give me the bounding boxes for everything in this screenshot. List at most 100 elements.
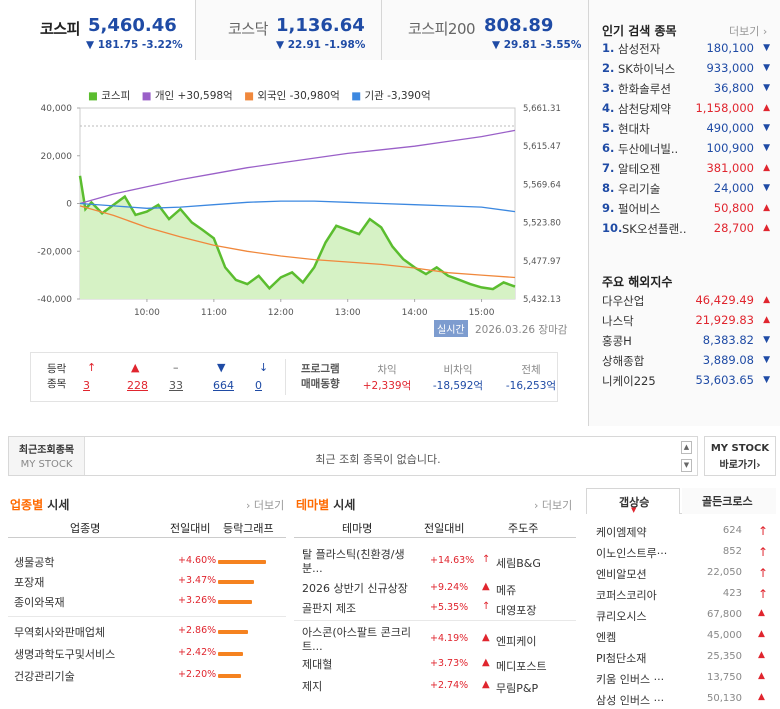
- sector-name[interactable]: 생명과학도구및서비스: [14, 648, 116, 661]
- tab-gap-rise[interactable]: 갭상승 ▼: [586, 488, 680, 514]
- hot-stock-name[interactable]: SK하이닉스: [618, 62, 676, 76]
- hot-search-item[interactable]: 7. 알테오젠 381,000 ▲: [602, 161, 772, 181]
- legend-item-individual: ■ 개인 +30,598억: [141, 90, 233, 102]
- gap-rise-stock-name[interactable]: 엔비알모션: [596, 568, 647, 581]
- hot-search-item[interactable]: 6. 두산에너빌.. 100,900 ▼: [602, 141, 772, 161]
- hot-search-item[interactable]: 4. 삼천당제약 1,158,000 ▲: [602, 101, 772, 121]
- hot-more-link[interactable]: 더보기 ›: [729, 25, 768, 38]
- series-line-institution: [79, 200, 516, 213]
- gap-rise-stock-name[interactable]: 엔켐: [596, 631, 617, 644]
- hot-stock-name[interactable]: 두산에너빌..: [618, 142, 679, 156]
- theme-change: +14.63%: [430, 555, 475, 566]
- hot-rank: 1.: [602, 41, 615, 55]
- gap-rise-direction: ▲: [758, 629, 765, 639]
- theme-name[interactable]: 제대혈: [302, 658, 332, 672]
- world-index-name[interactable]: 상해종합: [602, 354, 645, 368]
- updown-count[interactable]: 664: [213, 379, 234, 392]
- theme-name[interactable]: 탈 플라스틱(친환경/생 분...: [302, 548, 405, 576]
- world-index-name[interactable]: 니케이225: [602, 374, 656, 388]
- hot-search-item[interactable]: 2. SK하이닉스 933,000 ▼: [602, 61, 772, 81]
- y-right-tick: 5,432.13: [523, 295, 561, 305]
- world-index-item[interactable]: 나스닥 21,929.83 ▲: [602, 313, 772, 333]
- sector-name[interactable]: 포장재: [14, 576, 45, 589]
- gap-rise-stock-name[interactable]: 키움 인버스 ···: [596, 673, 665, 686]
- theme-lead-stock[interactable]: 대영포장: [496, 604, 537, 617]
- hot-search-item[interactable]: 9. 펄어비스 50,800 ▲: [602, 201, 772, 221]
- realtime-badge[interactable]: 실시간: [434, 320, 468, 337]
- hot-rank: 4.: [602, 101, 615, 115]
- gap-rise-stock-name[interactable]: 큐리오시스: [596, 610, 647, 623]
- hot-stock-name[interactable]: 현대차: [618, 122, 650, 136]
- program-col-header: 차익: [377, 364, 397, 376]
- sector-name[interactable]: 건강관리기술: [14, 670, 75, 683]
- world-index-name[interactable]: 다우산업: [602, 294, 645, 308]
- x-tick: 11:00: [201, 308, 227, 318]
- sector-name[interactable]: 생물공학: [14, 556, 55, 569]
- rise-tabs: 갭상승 ▼ 골든크로스: [586, 488, 776, 514]
- theme-name[interactable]: 아스콘(아스팔트 콘크리 트...: [302, 626, 411, 654]
- world-index-item[interactable]: 상해종합 3,889.08 ▼: [602, 353, 772, 373]
- tab-kosdaq[interactable]: 코스닥 1,136.64 ▼ 22.91 -1.98%: [196, 0, 382, 60]
- hot-stock-name[interactable]: 펄어비스: [618, 202, 661, 216]
- theme-lead-direction: ▲: [482, 581, 490, 592]
- program-col-value: -16,253억: [505, 380, 557, 392]
- world-index-name[interactable]: 나스닥: [602, 314, 634, 328]
- theme-more-link[interactable]: › 더보기: [534, 499, 573, 512]
- theme-lead-stock[interactable]: 엔피케이: [496, 635, 537, 648]
- gap-rise-price: 624: [722, 525, 742, 536]
- hot-stock-name[interactable]: 삼성전자: [618, 42, 661, 56]
- sector-name[interactable]: 종이와목재: [14, 596, 65, 609]
- updown-count[interactable]: 33: [169, 379, 183, 392]
- gap-rise-stock-name[interactable]: 삼성 인버스 ···: [596, 694, 665, 707]
- sector-panel: 업종별 시세 › 더보기 업종명 전일대비 등락그래프 생물공학 +4.60% 포장…: [8, 490, 286, 709]
- theme-lead-stock[interactable]: 메쥬: [496, 584, 517, 597]
- gap-rise-stock-name[interactable]: 케이엠제약: [596, 526, 647, 539]
- scroll-down-button[interactable]: ▼: [681, 459, 692, 472]
- hot-search-item[interactable]: 5. 현대차 490,000 ▼: [602, 121, 772, 141]
- mystock-button[interactable]: MY STOCK 바로가기›: [704, 436, 776, 476]
- world-index-value: 8,383.82: [702, 333, 754, 347]
- world-index-name[interactable]: 홍콩H: [602, 334, 632, 348]
- hot-stock-name[interactable]: 우리기술: [618, 182, 661, 196]
- gap-rise-stock-name[interactable]: 코퍼스코리아: [596, 589, 657, 602]
- theme-lead-stock[interactable]: 세림B&G: [496, 557, 541, 570]
- hot-stock-name[interactable]: 삼천당제약: [618, 102, 671, 116]
- gap-rise-stock-name[interactable]: PI첨단소재: [596, 652, 647, 665]
- world-index-item[interactable]: 홍콩H 8,383.82 ▼: [602, 333, 772, 353]
- updown-count[interactable]: 3: [83, 379, 90, 392]
- theme-lead-stock[interactable]: 무림P&P: [496, 682, 539, 695]
- world-index-item[interactable]: 다우산업 46,429.49 ▲: [602, 293, 772, 313]
- hot-search-item[interactable]: 10. SK오션플랜.. 28,700 ▲: [602, 221, 772, 241]
- theme-name[interactable]: 골판지 제조: [302, 602, 356, 616]
- theme-lead-stock[interactable]: 메디포스트: [496, 660, 547, 673]
- world-index-item[interactable]: 니케이225 53,603.65 ▼: [602, 373, 772, 393]
- hot-stock-name[interactable]: SK오션플랜..: [622, 222, 687, 236]
- tab-kospi200[interactable]: 코스피200 808.89 ▼ 29.81 -3.55%: [382, 0, 588, 60]
- scroll-up-button[interactable]: ▲: [681, 441, 692, 454]
- hot-stock-name[interactable]: 알테오젠: [618, 162, 661, 176]
- tab-golden-cross[interactable]: 골든크로스: [682, 488, 776, 514]
- tab-kospi[interactable]: 코스피 5,460.46 ▼ 181.75 -3.22%: [0, 0, 196, 60]
- updown-count[interactable]: 0: [255, 379, 262, 392]
- sector-more-link[interactable]: › 더보기: [246, 499, 285, 512]
- index-value: 1,136.64: [276, 15, 365, 36]
- sector-name[interactable]: 무역회사와판매업체: [14, 626, 106, 639]
- world-index-value: 3,889.08: [702, 353, 754, 367]
- theme-name[interactable]: 2026 상반기 신규상장: [302, 582, 408, 596]
- index-tabs: 코스피 5,460.46 ▼ 181.75 -3.22% 코스닥 1,136.6…: [0, 0, 588, 60]
- theme-change: +9.24%: [430, 582, 469, 593]
- hot-search-item[interactable]: 1. 삼성전자 180,100 ▼: [602, 41, 772, 61]
- y-left-tick: -20,000: [37, 247, 72, 257]
- updown-count[interactable]: 228: [127, 379, 148, 392]
- hot-search-item[interactable]: 8. 우리기술 24,000 ▼: [602, 181, 772, 201]
- theme-header: 테마명 전일대비 주도주: [294, 518, 576, 538]
- hot-search-title: 인기 검색 종목: [602, 24, 677, 38]
- hot-search-panel: 인기 검색 종목 더보기 › 1. 삼성전자 180,100 ▼ 2. SK하이닉스 933…: [588, 0, 780, 426]
- theme-name[interactable]: 제지: [302, 680, 322, 694]
- hot-search-item[interactable]: 3. 한화솔루션 36,800 ▼: [602, 81, 772, 101]
- hot-stock-price: 24,000: [713, 181, 754, 195]
- hot-stock-direction: ▼: [763, 183, 770, 193]
- gap-rise-stock-name[interactable]: 이노인스트루···: [596, 547, 668, 560]
- hot-rank: 2.: [602, 61, 615, 75]
- hot-stock-name[interactable]: 한화솔루션: [618, 82, 671, 96]
